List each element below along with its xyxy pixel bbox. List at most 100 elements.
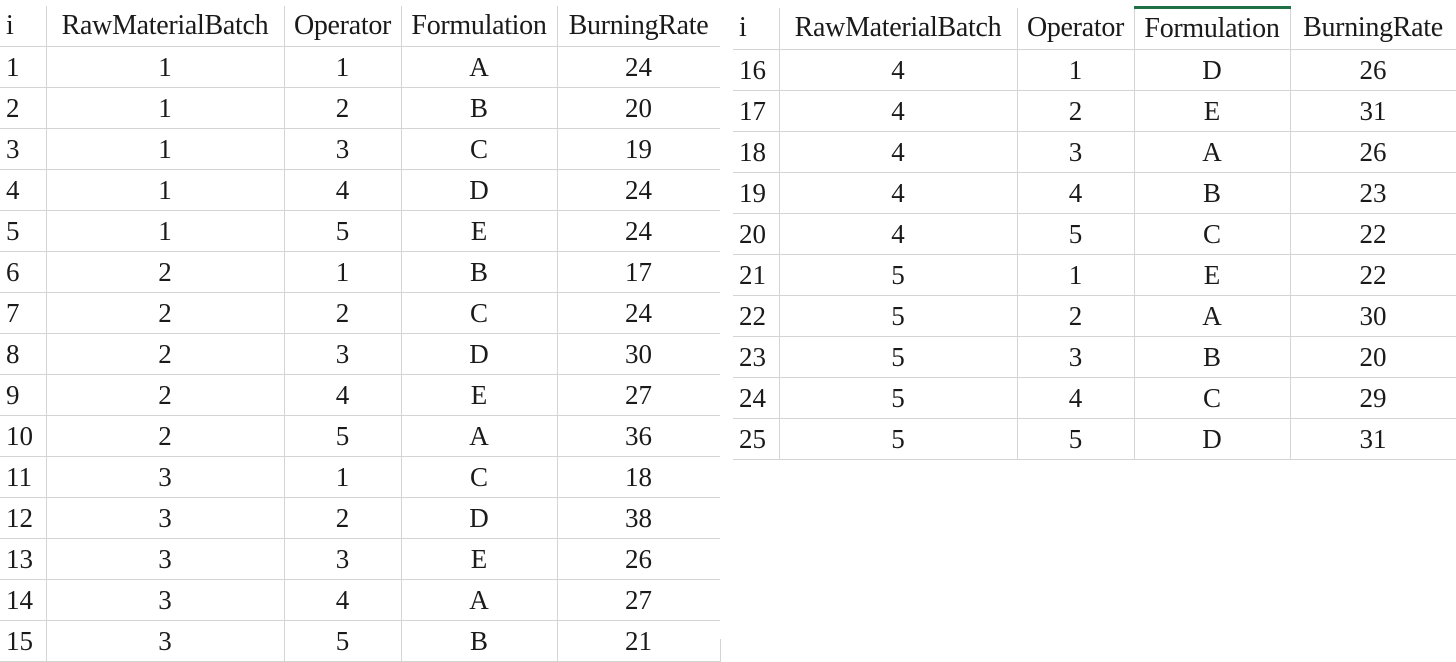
- cell-burning-rate[interactable]: 26: [557, 538, 721, 580]
- cell-burning-rate[interactable]: 20: [557, 87, 721, 129]
- cell-i[interactable]: 7: [0, 292, 47, 334]
- cell-operator[interactable]: 2: [1017, 295, 1135, 337]
- cell-formulation[interactable]: C: [401, 292, 558, 334]
- cell-i[interactable]: 19: [733, 172, 780, 214]
- cell-raw-material-batch[interactable]: 4: [779, 172, 1018, 214]
- cell-burning-rate[interactable]: 38: [557, 497, 721, 539]
- cell-operator[interactable]: 5: [1017, 418, 1135, 460]
- cell-i[interactable]: 14: [0, 579, 47, 621]
- cell-raw-material-batch[interactable]: 2: [46, 374, 285, 416]
- cell-i[interactable]: 24: [733, 377, 780, 419]
- cell-burning-rate[interactable]: 24: [557, 210, 721, 252]
- cell-formulation[interactable]: D: [401, 169, 558, 211]
- cell-i[interactable]: 20: [733, 213, 780, 255]
- cell-burning-rate[interactable]: 18: [557, 456, 721, 498]
- cell-i[interactable]: 8: [0, 333, 47, 375]
- cell-burning-rate[interactable]: 21: [557, 620, 721, 662]
- cell-formulation[interactable]: D: [401, 333, 558, 375]
- cell-operator[interactable]: 2: [284, 292, 402, 334]
- cell-burning-rate[interactable]: 31: [1290, 418, 1456, 460]
- cell-formulation[interactable]: E: [1134, 90, 1291, 132]
- cell-raw-material-batch[interactable]: 1: [46, 169, 285, 211]
- cell-burning-rate[interactable]: 24: [557, 46, 721, 88]
- cell-formulation[interactable]: B: [1134, 172, 1291, 214]
- cell-formulation[interactable]: B: [401, 87, 558, 129]
- cell-raw-material-batch[interactable]: 5: [779, 254, 1018, 296]
- cell-i[interactable]: 15: [0, 620, 47, 662]
- cell-operator[interactable]: 4: [1017, 377, 1135, 419]
- cell-burning-rate[interactable]: 24: [557, 169, 721, 211]
- header-cell-burning-rate[interactable]: BurningRate: [1290, 7, 1456, 50]
- header-cell-operator[interactable]: Operator: [1017, 7, 1135, 50]
- cell-i[interactable]: 2: [0, 87, 47, 129]
- cell-raw-material-batch[interactable]: 3: [46, 497, 285, 539]
- cell-formulation[interactable]: A: [1134, 295, 1291, 337]
- cell-operator[interactable]: 3: [1017, 336, 1135, 378]
- cell-formulation[interactable]: C: [401, 128, 558, 170]
- cell-i[interactable]: 4: [0, 169, 47, 211]
- cell-formulation[interactable]: D: [401, 497, 558, 539]
- cell-burning-rate[interactable]: 22: [1290, 254, 1456, 296]
- cell-raw-material-batch[interactable]: 3: [46, 538, 285, 580]
- cell-i[interactable]: 1: [0, 46, 47, 88]
- header-cell-formulation[interactable]: Formulation: [401, 6, 558, 47]
- cell-operator[interactable]: 3: [284, 128, 402, 170]
- cell-raw-material-batch[interactable]: 5: [779, 336, 1018, 378]
- cell-raw-material-batch[interactable]: 1: [46, 46, 285, 88]
- cell-i[interactable]: 3: [0, 128, 47, 170]
- cell-operator[interactable]: 1: [1017, 254, 1135, 296]
- cell-i[interactable]: 10: [0, 415, 47, 457]
- cell-formulation[interactable]: A: [401, 46, 558, 88]
- cell-formulation[interactable]: E: [401, 538, 558, 580]
- cell-raw-material-batch[interactable]: 4: [779, 49, 1018, 91]
- cell-raw-material-batch[interactable]: 5: [779, 418, 1018, 460]
- header-cell-burning-rate[interactable]: BurningRate: [557, 6, 721, 47]
- cell-burning-rate[interactable]: 36: [557, 415, 721, 457]
- cell-formulation[interactable]: E: [1134, 254, 1291, 296]
- cell-formulation[interactable]: A: [1134, 131, 1291, 173]
- header-cell-raw-material-batch[interactable]: RawMaterialBatch: [779, 7, 1018, 50]
- cell-burning-rate[interactable]: 26: [1290, 131, 1456, 173]
- header-cell-formulation-selected[interactable]: Formulation: [1134, 6, 1291, 50]
- cell-raw-material-batch[interactable]: 2: [46, 251, 285, 293]
- cell-i[interactable]: 17: [733, 90, 780, 132]
- cell-operator[interactable]: 5: [1017, 213, 1135, 255]
- header-cell-i[interactable]: i: [733, 7, 780, 50]
- cell-burning-rate[interactable]: 19: [557, 128, 721, 170]
- cell-operator[interactable]: 4: [284, 374, 402, 416]
- cell-formulation[interactable]: E: [401, 210, 558, 252]
- cell-raw-material-batch[interactable]: 2: [46, 415, 285, 457]
- cell-raw-material-batch[interactable]: 4: [779, 131, 1018, 173]
- cell-raw-material-batch[interactable]: 2: [46, 292, 285, 334]
- cell-i[interactable]: 13: [0, 538, 47, 580]
- cell-formulation[interactable]: B: [401, 620, 558, 662]
- cell-raw-material-batch[interactable]: 4: [779, 90, 1018, 132]
- cell-i[interactable]: 25: [733, 418, 780, 460]
- cell-formulation[interactable]: C: [401, 456, 558, 498]
- cell-burning-rate[interactable]: 31: [1290, 90, 1456, 132]
- cell-burning-rate[interactable]: 27: [557, 579, 721, 621]
- cell-raw-material-batch[interactable]: 3: [46, 456, 285, 498]
- cell-operator[interactable]: 5: [284, 415, 402, 457]
- cell-formulation[interactable]: A: [401, 415, 558, 457]
- cell-i[interactable]: 18: [733, 131, 780, 173]
- cell-i[interactable]: 9: [0, 374, 47, 416]
- cell-burning-rate[interactable]: 22: [1290, 213, 1456, 255]
- cell-burning-rate[interactable]: 24: [557, 292, 721, 334]
- cell-operator[interactable]: 5: [284, 210, 402, 252]
- cell-i[interactable]: 21: [733, 254, 780, 296]
- header-cell-raw-material-batch[interactable]: RawMaterialBatch: [46, 6, 285, 47]
- cell-formulation[interactable]: C: [1134, 213, 1291, 255]
- cell-burning-rate[interactable]: 27: [557, 374, 721, 416]
- cell-operator[interactable]: 1: [284, 46, 402, 88]
- header-cell-operator[interactable]: Operator: [284, 6, 402, 47]
- cell-raw-material-batch[interactable]: 5: [779, 295, 1018, 337]
- cell-operator[interactable]: 2: [284, 87, 402, 129]
- cell-burning-rate[interactable]: 23: [1290, 172, 1456, 214]
- cell-i[interactable]: 5: [0, 210, 47, 252]
- cell-operator[interactable]: 1: [1017, 49, 1135, 91]
- cell-i[interactable]: 6: [0, 251, 47, 293]
- cell-i[interactable]: 23: [733, 336, 780, 378]
- cell-raw-material-batch[interactable]: 4: [779, 213, 1018, 255]
- cell-burning-rate[interactable]: 20: [1290, 336, 1456, 378]
